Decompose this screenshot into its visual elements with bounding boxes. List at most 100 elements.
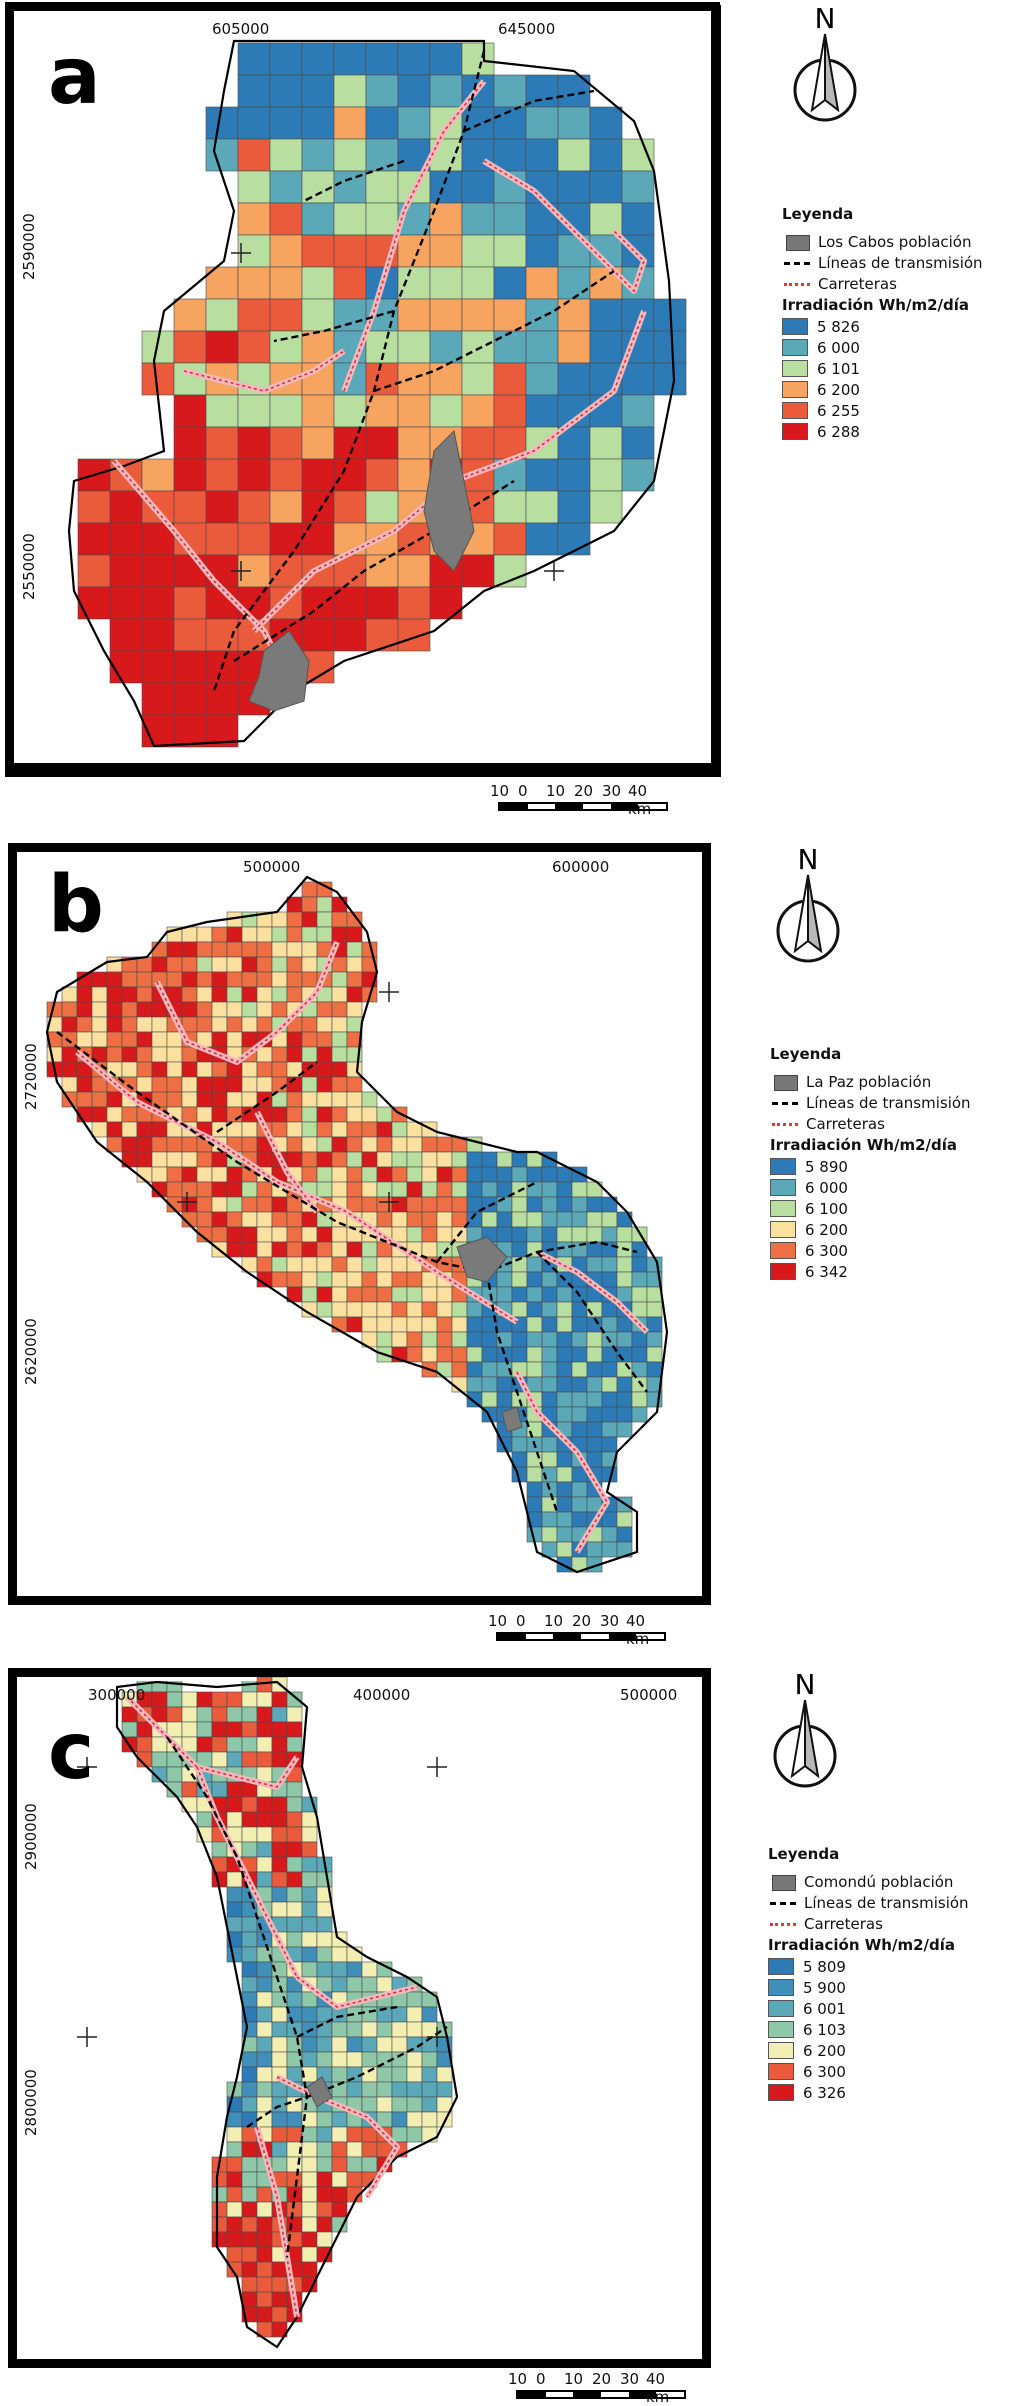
grid-cell [106,971,123,988]
grid-cell [286,1901,303,1918]
grid-cell [556,1301,573,1318]
grid-cell [511,1151,528,1168]
grid-cell [526,1421,543,1438]
grid-cell [556,1211,573,1228]
grid-cell [391,1331,408,1348]
grid-cell [256,2036,273,2053]
grid-cell [436,1166,453,1183]
grid-cell [316,1901,333,1918]
grid-cell [436,1211,453,1228]
grid-cell [241,1976,258,1993]
grid-cell [141,330,175,364]
grid-cell [241,1796,258,1813]
grid-cell [365,426,399,460]
grid-cell [286,1886,303,1903]
grid-cell [541,1301,558,1318]
grid-cell [166,1706,183,1723]
grid-cell [196,1001,213,1018]
grid-cell [301,1916,318,1933]
grid-cell [571,1181,588,1198]
grid-cell [616,1211,633,1228]
grid-cell [461,170,495,204]
grid-cell [181,1001,198,1018]
legend-population-a: Los Cabos población [782,231,983,252]
grid-cell [646,1286,663,1303]
grid-cell [525,490,559,524]
grid-cell [166,1151,183,1168]
grid-cell [331,1076,348,1093]
legend-roads-label-c: Carreteras [804,1914,883,1933]
legend-class-swatch [768,2063,794,2080]
grid-cell [76,1076,93,1093]
grid-cell [226,971,243,988]
road-dashes [296,1976,418,2008]
grid-cell [391,2036,408,2053]
grid-cell [211,1211,228,1228]
grid-cell [271,2321,288,2338]
grid-cell [616,1391,633,1408]
grid-cell [301,490,335,524]
grid-cell [196,1091,213,1108]
grid-cell [397,298,431,332]
grid-cell [331,926,348,943]
grid-cell [333,106,367,140]
grid-cell [76,986,93,1003]
grid-cell [601,1376,618,1393]
legend-class-c-5: 6 300 [768,2061,969,2082]
grid-cell [511,1286,528,1303]
grid-cell [241,2186,258,2203]
grid-cell [226,941,243,958]
legend-class-swatch [768,1958,794,1975]
grid-cell [241,1091,258,1108]
legend-title-a: Leyenda [782,205,854,223]
grid-cell [109,650,143,684]
grid-cell [226,1211,243,1228]
grid-cell [406,1211,423,1228]
grid-cell [269,234,303,268]
grid-cell [331,2186,348,2203]
grid-cell [136,1076,153,1093]
legend-title-b: Leyenda [770,1045,842,1063]
grid-cell [256,2261,273,2278]
grid-cell [241,1241,258,1258]
grid-cell [196,1181,213,1198]
grid-cell [541,1196,558,1213]
grid-cell [316,1286,333,1303]
grid-cell [181,926,198,943]
grid-cell [391,1316,408,1333]
legend-class-swatch [782,402,808,419]
grid-cell [271,1121,288,1138]
grid-cell [406,1346,423,1363]
grid-cell [237,298,271,332]
grid-cell [616,1526,633,1543]
grid-cell [181,1136,198,1153]
grid-cell [361,1106,378,1123]
grid-cell [436,1241,453,1258]
transmission-line [166,1736,309,2258]
grid-cell [286,1136,303,1153]
grid-cell [631,1406,648,1423]
grid-cell [631,1241,648,1258]
legend-class-swatch [770,1200,796,1217]
grid-cell [496,1436,513,1453]
grid-cell [205,298,239,332]
grid-cell [181,1061,198,1078]
grid-cell [141,650,175,684]
grid-cell [421,1301,438,1318]
grid-cell [241,1121,258,1138]
grid-cell [365,170,399,204]
grid-cell [237,42,271,76]
grid-cell [211,1841,228,1858]
grid-cell [205,682,239,716]
grid-cell [346,1196,363,1213]
grid-cell [271,1736,288,1753]
grid-cell [241,941,258,958]
grid-cell [346,1241,363,1258]
grid-cell [541,1166,558,1183]
grid-cell [151,1031,168,1048]
grid-cell [496,1286,513,1303]
grid-cell [91,986,108,1003]
irradiance-grid [77,42,687,748]
grid-cell [271,956,288,973]
grid-cell [269,202,303,236]
